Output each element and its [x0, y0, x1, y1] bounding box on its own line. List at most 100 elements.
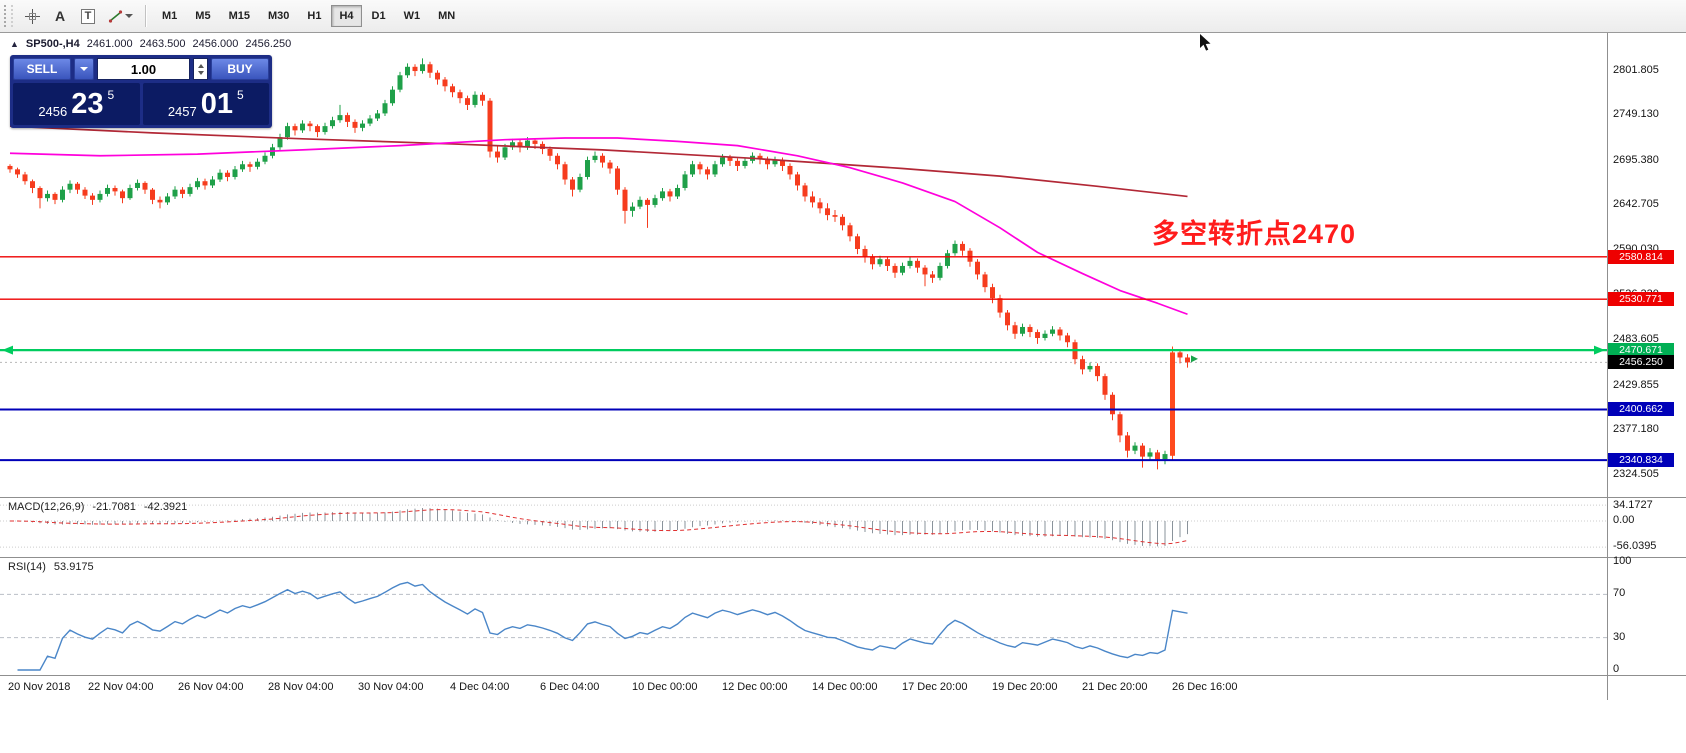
volume-dropdown-button[interactable] [74, 58, 94, 80]
bar-close-value: 2456.250 [245, 38, 292, 50]
macd-name: MACD(12,26,9) [8, 501, 85, 513]
toolbar-border [0, 32, 1686, 33]
rsi-axis-label: 0 [1613, 663, 1620, 675]
candle-body [660, 191, 665, 199]
candle-body [930, 274, 935, 278]
bar-low-value: 2456.000 [192, 38, 239, 50]
candle-body [982, 274, 988, 288]
rsi-timeaxis-separator [0, 675, 1686, 676]
volume-input[interactable]: 1.00 [97, 58, 190, 80]
candle-body [195, 181, 200, 188]
price-macd-separator[interactable] [0, 497, 1686, 498]
candle-body [510, 142, 515, 148]
bar-open-value: 2461.000 [86, 38, 133, 50]
volume-decrease-button[interactable] [197, 70, 204, 75]
rsi-line [17, 581, 1188, 671]
price-level-badge: 2400.662 [1608, 402, 1674, 417]
chart-plot-area[interactable] [0, 33, 1607, 700]
ask-price-pip-digit: 5 [237, 88, 244, 102]
buy-button[interactable]: BUY [211, 58, 269, 80]
candle-body [555, 155, 560, 165]
candle-body [937, 265, 943, 278]
toolbar-drag-handle[interactable] [4, 5, 13, 27]
line-studies-tool-button[interactable] [103, 3, 137, 29]
candle-body [180, 189, 185, 194]
candle-body [885, 259, 890, 266]
candle-body [802, 185, 808, 197]
candle-body [945, 253, 950, 266]
candle-body [352, 121, 358, 128]
candle-body [1110, 394, 1115, 415]
candle-body [622, 189, 628, 211]
price-axis-tick-label: 2695.380 [1613, 153, 1659, 166]
candle-body [15, 169, 20, 175]
candle-body [202, 181, 208, 186]
timeframe-button-m30[interactable]: M30 [260, 5, 297, 27]
candle-body [922, 267, 928, 275]
timeframe-button-m1[interactable]: M1 [154, 5, 185, 27]
time-axis-label: 22 Nov 04:00 [88, 681, 154, 693]
text-label-tool-button[interactable]: A [47, 3, 73, 29]
candle-body [127, 187, 133, 199]
candle-body [862, 249, 868, 258]
timeframe-button-m15[interactable]: M15 [221, 5, 258, 27]
candle-body [645, 199, 650, 205]
crosshair-tool-button[interactable] [19, 3, 45, 29]
candle-body [225, 172, 230, 177]
ask-price-prefix: 2457 [167, 104, 197, 119]
candle-body [682, 174, 688, 188]
toolbar: A T M1 M5 M15 M30 H1 H4 D1 W1 MN [0, 0, 1686, 32]
candle-body [1012, 325, 1018, 334]
text-label-icon: A [54, 8, 66, 24]
timeframe-button-d1[interactable]: D1 [364, 5, 394, 27]
text-tool-button[interactable]: T [75, 3, 101, 29]
timeframe-button-m5[interactable]: M5 [187, 5, 218, 27]
candle-body [1042, 333, 1048, 338]
candle-body [847, 225, 853, 237]
candle-body [960, 243, 965, 251]
candle-body [1057, 329, 1063, 336]
candle-body [330, 120, 335, 127]
candle-body [517, 142, 523, 148]
macd-rsi-separator[interactable] [0, 557, 1686, 558]
timeframe-button-w1[interactable]: W1 [396, 5, 429, 27]
candle-body [780, 160, 785, 166]
candle-body [345, 115, 350, 122]
sell-button[interactable]: SELL [13, 58, 71, 80]
timeframe-button-h1[interactable]: H1 [299, 5, 329, 27]
volume-increase-button[interactable] [197, 63, 204, 68]
bid-price-display[interactable]: 2456 23 5 [13, 83, 140, 125]
candle-body [1117, 414, 1123, 436]
candle-body [450, 86, 455, 93]
candle-body [900, 265, 905, 273]
rsi-indicator-label: RSI(14) 53.9175 [8, 561, 94, 573]
volume-stepper [193, 58, 208, 80]
candle-body [727, 157, 733, 161]
candle-body [337, 115, 343, 121]
collapse-trade-panel-icon[interactable]: ▲ [10, 39, 19, 49]
candle-body [1155, 452, 1160, 460]
ask-price-display[interactable]: 2457 01 5 [142, 83, 269, 125]
candle-body [615, 168, 620, 190]
macd-main-value: -21.7081 [92, 501, 136, 513]
candle-body [607, 162, 613, 169]
time-axis-label: 14 Dec 00:00 [812, 681, 878, 693]
candle-body [210, 179, 215, 186]
candle-body [112, 187, 118, 192]
candle-body [262, 155, 268, 162]
candle-body [67, 183, 73, 190]
timeframe-button-h4[interactable]: H4 [331, 5, 362, 27]
candle-body [397, 75, 403, 90]
bid-price-pip-digit: 5 [107, 88, 115, 102]
macd-axis-label: 0.00 [1613, 514, 1635, 526]
candle-body [135, 182, 140, 188]
candle-body [720, 157, 725, 165]
candle-body [990, 287, 995, 299]
candle-body [630, 206, 635, 211]
price-level-badge: 2530.771 [1608, 292, 1674, 307]
candle-body [1102, 376, 1108, 395]
candle-body [772, 160, 778, 165]
toolbar-separator [145, 5, 146, 27]
timeframe-button-mn[interactable]: MN [430, 5, 463, 27]
candle-body [1035, 332, 1040, 338]
